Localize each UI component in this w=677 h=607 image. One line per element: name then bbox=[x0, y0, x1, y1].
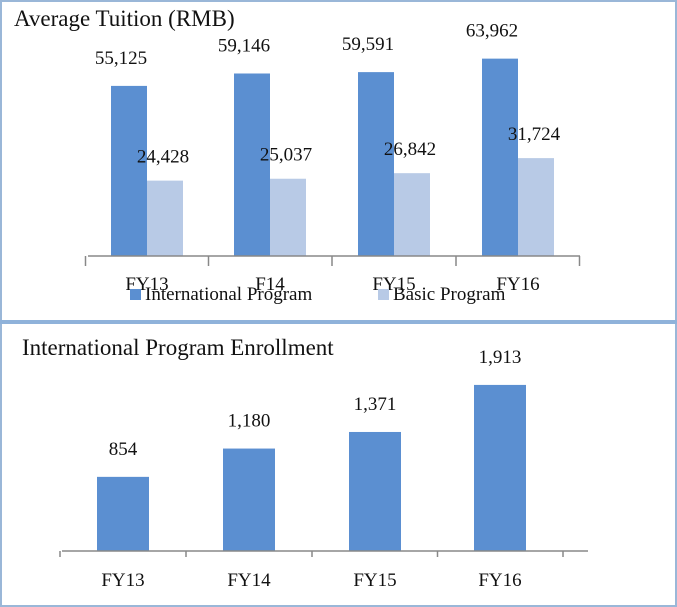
legend-label-0: International Program bbox=[145, 284, 312, 305]
tuition-bar-basic-0 bbox=[147, 180, 183, 256]
x-tick-label-1: FY14 bbox=[227, 570, 271, 591]
legend-swatch-0 bbox=[130, 289, 141, 300]
tuition-bar-international-0 bbox=[111, 85, 147, 257]
legend-swatch-1 bbox=[378, 289, 389, 300]
x-tick-label-3: FY16 bbox=[496, 274, 539, 295]
x-tick-label-1: F14 bbox=[255, 274, 285, 295]
tuition-chart-title: Average Tuition (RMB) bbox=[14, 6, 235, 31]
tuition-bar-international-3 bbox=[482, 58, 518, 256]
tuition-value-label-international-3: 63,962 bbox=[466, 21, 518, 42]
enrollment-chart: 854 1,180 1,371 1,913 FY13 FY14 FY15 FY16 bbox=[59, 347, 588, 591]
tuition-bar-basic-1 bbox=[270, 178, 306, 256]
tuition-value-label-basic-0: 24,428 bbox=[137, 147, 189, 168]
enrollment-value-label-international-1: 1,180 bbox=[228, 411, 271, 432]
x-tick-label-3: FY16 bbox=[478, 570, 521, 591]
enrollment-value-label-international-3: 1,913 bbox=[479, 347, 522, 368]
tuition-bar-basic-2 bbox=[394, 173, 430, 256]
tuition-value-label-international-0: 55,125 bbox=[95, 48, 147, 69]
tuition-value-label-international-2: 59,591 bbox=[342, 34, 394, 55]
enrollment-bar-international-1 bbox=[223, 448, 275, 551]
enrollment-chart-title: International Program Enrollment bbox=[22, 335, 334, 360]
enrollment-value-label-international-2: 1,371 bbox=[354, 394, 397, 415]
tuition-value-label-international-1: 59,146 bbox=[218, 35, 270, 56]
tuition-value-label-basic-2: 26,842 bbox=[384, 139, 436, 160]
tuition-bar-international-2 bbox=[358, 72, 394, 256]
tuition-chart: 55,125 59,146 59,591 63,962 24,428 25,037 26,8… bbox=[84, 21, 581, 305]
panel-divider bbox=[0, 320, 677, 326]
enrollment-bar-international-0 bbox=[97, 476, 149, 551]
enrollment-bar-international-3 bbox=[474, 384, 526, 551]
x-tick-label-0: FY13 bbox=[101, 570, 144, 591]
tuition-value-label-basic-1: 25,037 bbox=[260, 145, 312, 166]
tuition-bar-basic-3 bbox=[518, 158, 554, 256]
legend-label-1: Basic Program bbox=[393, 284, 506, 305]
tuition-bar-international-1 bbox=[234, 73, 270, 256]
enrollment-bar-international-2 bbox=[349, 431, 401, 551]
enrollment-chart-panel bbox=[0, 324, 677, 607]
enrollment-value-label-international-0: 854 bbox=[109, 439, 138, 460]
x-tick-label-2: FY15 bbox=[353, 570, 396, 591]
tuition-value-label-basic-3: 31,724 bbox=[508, 124, 561, 145]
